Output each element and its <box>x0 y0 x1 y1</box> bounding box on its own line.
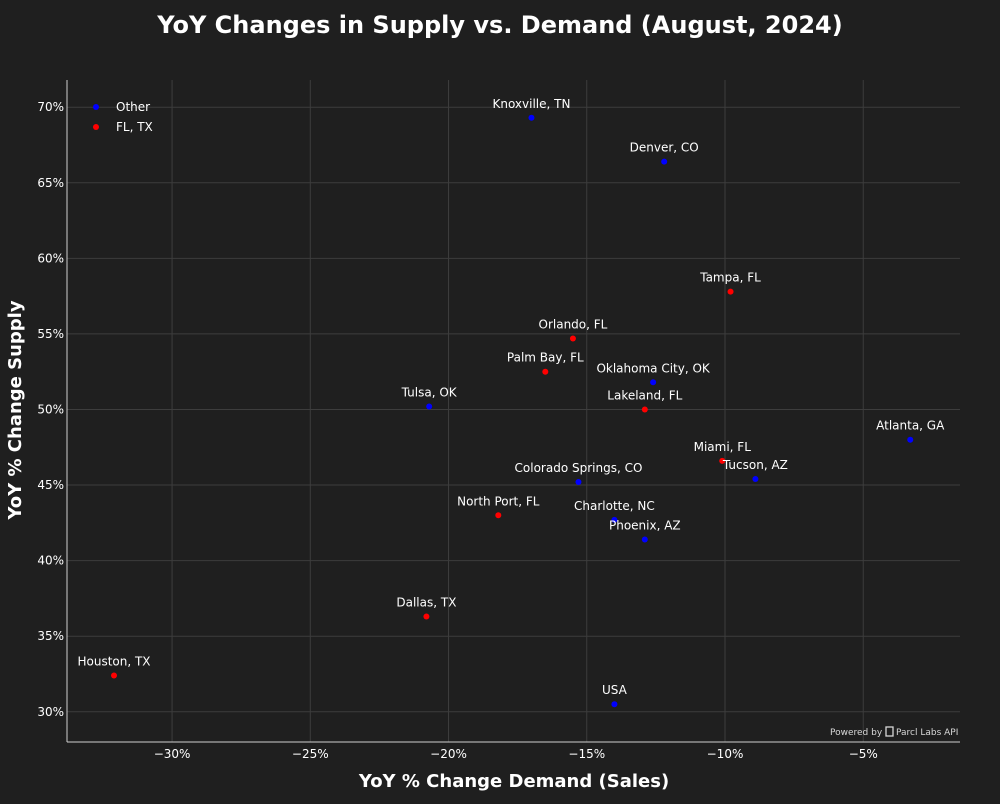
y-tick-label: 50% <box>37 402 64 416</box>
x-tick-label: −20% <box>430 747 467 761</box>
tick-labels: −30% −25% −20% −15% −10% −5% 30% 35% 40% 45% 50% 55… <box>37 100 877 761</box>
data-point-label: Lakeland, FL <box>607 388 682 402</box>
x-tick-label: −30% <box>154 747 191 761</box>
y-axis-label: YoY % Change Supply <box>5 300 26 520</box>
y-tick-label: 55% <box>37 327 64 341</box>
data-point-label: Miami, FL <box>694 440 752 454</box>
data-point-label: Dallas, TX <box>396 596 456 610</box>
data-point <box>528 114 535 121</box>
data-point-label: Denver, CO <box>630 141 699 155</box>
y-tick-label: 65% <box>37 176 64 190</box>
data-point <box>611 701 618 708</box>
data-point <box>575 479 582 486</box>
chart-title: YoY Changes in Supply vs. Demand (August… <box>156 11 842 39</box>
parcl-logo-icon <box>885 726 894 737</box>
data-point <box>423 613 430 620</box>
point-labels: Knoxville, TN Denver, CO Oklahoma City, OK… <box>77 97 945 697</box>
x-axis-label: YoY % Change Demand (Sales) <box>358 771 669 792</box>
data-point-label: North Port, FL <box>457 494 540 508</box>
data-point <box>426 403 433 410</box>
y-tick-label: 70% <box>37 100 64 114</box>
data-point <box>569 335 576 342</box>
data-point-label: Palm Bay, FL <box>507 351 584 365</box>
data-point <box>495 512 502 519</box>
data-point <box>611 516 618 523</box>
data-point-label: Tucson, AZ <box>722 458 788 472</box>
data-point-label: Houston, TX <box>77 654 150 668</box>
data-point-label: Orlando, FL <box>539 317 608 331</box>
data-point <box>727 288 734 295</box>
x-tick-label: −25% <box>292 747 329 761</box>
data-point-label: Knoxville, TN <box>492 97 570 111</box>
data-point <box>752 476 759 483</box>
data-point <box>650 379 657 386</box>
legend-marker <box>93 104 99 110</box>
legend-label: Other <box>116 100 150 114</box>
x-tick-label: −5% <box>849 747 878 761</box>
data-point-label: Phoenix, AZ <box>609 518 681 532</box>
y-tick-label: 35% <box>37 629 64 643</box>
data-point-label: Tulsa, OK <box>401 385 458 399</box>
powered-by-badge: Powered by Parcl Labs API <box>830 726 958 738</box>
data-point-label: Tampa, FL <box>699 271 761 285</box>
data-point <box>641 406 648 413</box>
data-point <box>661 158 668 165</box>
data-point <box>111 672 117 679</box>
x-tick-label: −10% <box>707 747 744 761</box>
data-point <box>719 457 726 464</box>
legend-marker <box>93 124 99 130</box>
data-point <box>542 368 549 375</box>
powered-by-brand: Parcl Labs API <box>896 728 958 738</box>
data-point-label: Oklahoma City, OK <box>596 361 710 375</box>
data-point <box>641 536 648 543</box>
data-points <box>111 114 914 708</box>
data-point-label: USA <box>602 683 628 697</box>
y-tick-label: 45% <box>37 478 64 492</box>
x-tick-label: −15% <box>568 747 605 761</box>
data-point <box>907 436 914 443</box>
data-point-label: Charlotte, NC <box>574 499 655 513</box>
y-tick-label: 60% <box>37 251 64 265</box>
legend-label: FL, TX <box>116 120 153 134</box>
data-point-label: Atlanta, GA <box>876 419 945 433</box>
y-tick-label: 30% <box>37 705 64 719</box>
powered-by-text: Powered by <box>830 728 883 738</box>
data-point-label: Colorado Springs, CO <box>515 461 643 475</box>
grid-lines <box>67 80 960 742</box>
legend: Other FL, TX <box>93 100 153 134</box>
axes <box>66 80 960 743</box>
y-tick-label: 40% <box>37 554 64 568</box>
